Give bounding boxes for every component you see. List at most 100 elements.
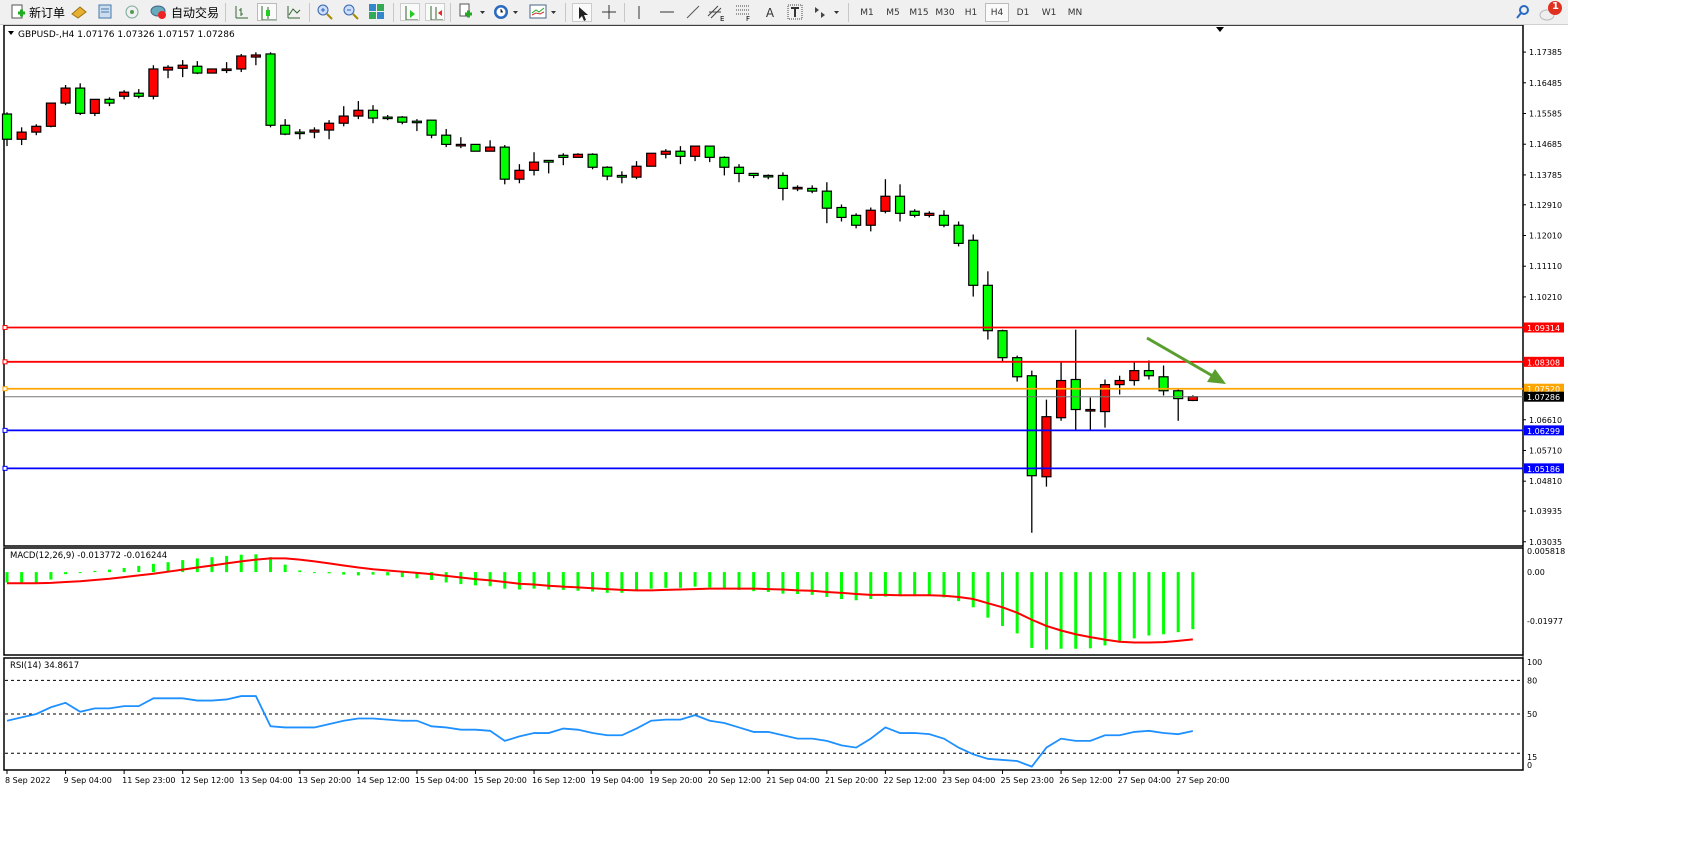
candle [719, 156, 730, 176]
price-tick-label: 1.11110 [1529, 262, 1562, 271]
tile-windows-icon[interactable] [368, 3, 386, 21]
candle-body [250, 54, 261, 58]
macd-histogram-bar [1030, 572, 1034, 648]
candle-body [31, 125, 42, 133]
candle-body [602, 166, 613, 177]
fibonacci-tool-icon[interactable]: F [734, 2, 756, 22]
chart-shift-icon[interactable] [425, 3, 445, 21]
candle [397, 116, 408, 125]
candle [470, 143, 481, 152]
price-tick-label: 1.10210 [1529, 293, 1562, 302]
zoom-in-icon[interactable] [316, 3, 334, 21]
text-label-tool-icon[interactable] [786, 3, 804, 21]
periods-dropdown-icon[interactable] [492, 3, 520, 21]
candle [1158, 365, 1169, 396]
timeframe-m30[interactable]: M30 [935, 7, 955, 18]
candle [543, 159, 554, 174]
macd-histogram-bar [269, 557, 273, 573]
candle-body [631, 165, 642, 178]
macd-histogram-bar [517, 572, 521, 590]
crosshair-tool-icon[interactable] [600, 3, 618, 21]
candle-body [1041, 416, 1052, 478]
candle [689, 145, 701, 162]
time-tick-label: 21 Sep 20:00 [825, 776, 878, 785]
candlestick-chart-icon[interactable] [257, 3, 277, 21]
timeframe-m15[interactable]: M15 [909, 7, 929, 18]
arrow-shaft [1146, 336, 1219, 381]
macd-histogram-bar [883, 572, 887, 597]
auto-trading-button[interactable]: 自动交易 [150, 2, 219, 22]
candle [323, 120, 335, 140]
candle [880, 179, 891, 214]
macd-histogram-bar [898, 572, 902, 597]
candle [777, 172, 789, 201]
macd-histogram-bar [356, 572, 360, 576]
trendline-tool-icon[interactable] [684, 3, 702, 21]
line-chart-icon[interactable] [285, 4, 301, 20]
timeframe-d1[interactable]: D1 [1016, 7, 1030, 18]
macd-histogram-bar [561, 572, 565, 590]
chart-window[interactable]: 1.09314 1.08308 1.07520 1.07286 1.06299 1.051… [0, 24, 1568, 795]
candle [1055, 361, 1067, 421]
price-level-label: 1.05186 [1527, 465, 1560, 474]
macd-histogram-bar [839, 572, 843, 600]
new-order-button[interactable]: 新订单 [10, 2, 65, 22]
candle-body [265, 53, 276, 126]
candle-body [294, 131, 305, 135]
arrows-dropdown-icon[interactable] [812, 3, 842, 21]
candle [616, 171, 627, 184]
notifications-button[interactable]: 1 [1538, 0, 1564, 24]
vertical-line-tool-icon[interactable] [632, 3, 646, 21]
market-watch-icon[interactable] [70, 4, 88, 20]
price-tick-label: 1.04810 [1529, 477, 1562, 486]
timeframe-m5[interactable]: M5 [886, 7, 900, 18]
equidistant-channel-tool-icon[interactable]: E [706, 2, 728, 22]
candle [909, 209, 920, 218]
candle-body [1026, 375, 1037, 477]
candle-body [777, 174, 789, 190]
macd-histogram-bar [869, 572, 873, 600]
timeframe-w1[interactable]: W1 [1041, 7, 1057, 18]
candle-body [821, 190, 832, 209]
candle-body [689, 145, 701, 157]
price-tick-label: 1.15585 [1529, 110, 1562, 119]
indicators-dropdown-icon[interactable] [458, 3, 486, 21]
search-icon[interactable] [1515, 4, 1531, 20]
line-handle [2, 359, 8, 365]
rsi-tick-label: 80 [1527, 676, 1537, 685]
templates-dropdown-icon[interactable] [529, 3, 559, 21]
candle [309, 127, 320, 139]
timeframe-h1[interactable]: H1 [964, 7, 978, 18]
auto-scroll-icon[interactable] [400, 3, 420, 21]
macd-histogram-bar [635, 572, 639, 592]
chart-shift-marker-icon[interactable] [1216, 27, 1224, 32]
data-window-icon[interactable] [97, 4, 115, 20]
text-tool-button[interactable]: A [765, 5, 775, 20]
macd-histogram-bar [1118, 572, 1122, 643]
bar-chart-icon[interactable] [233, 4, 249, 20]
candle-body [1114, 379, 1125, 386]
time-tick-label: 25 Sep 23:00 [1001, 776, 1054, 785]
timeframe-m1[interactable]: M1 [860, 7, 874, 18]
candle [250, 52, 261, 66]
macd-histogram-bar [1103, 572, 1107, 646]
time-tick-label: 19 Sep 04:00 [591, 776, 644, 785]
candle [1173, 388, 1184, 421]
timeframe-mn[interactable]: MN [1067, 7, 1083, 18]
macd-histogram-bar [854, 572, 858, 601]
candle-body [397, 116, 408, 123]
signals-icon[interactable] [123, 4, 141, 20]
candle [836, 204, 847, 222]
candle-body [953, 224, 964, 244]
timeframe-h4[interactable]: H4 [985, 3, 1009, 22]
candle [660, 149, 671, 159]
macd-histogram-bar [605, 572, 609, 593]
macd-histogram-bar [620, 572, 624, 593]
zoom-out-icon[interactable] [342, 3, 360, 21]
macd-histogram-bar [64, 572, 68, 575]
horizontal-line-tool-icon[interactable] [658, 3, 676, 21]
candle-body [1158, 376, 1169, 392]
cursor-tool-icon[interactable] [572, 3, 592, 22]
chart-menu-triangle-icon[interactable] [8, 31, 14, 35]
